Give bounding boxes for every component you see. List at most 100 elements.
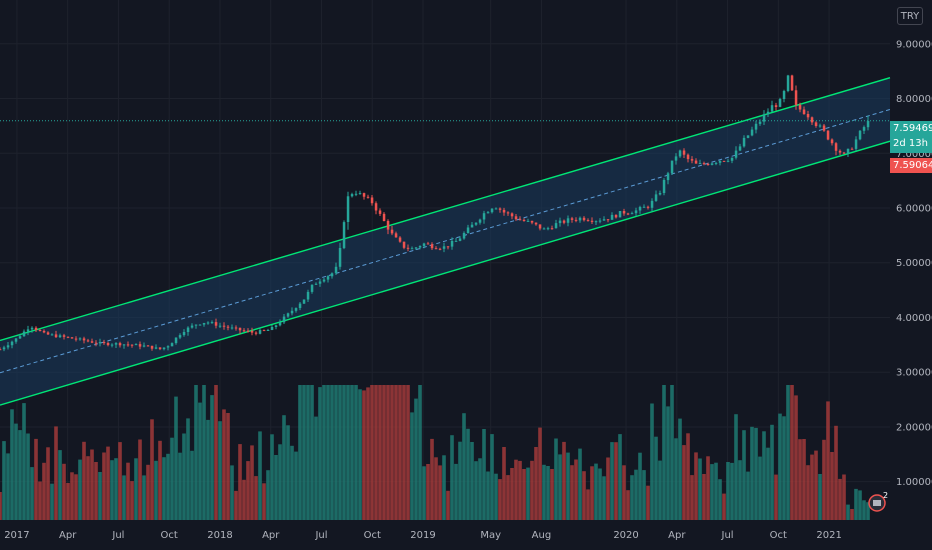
volume-bar bbox=[110, 460, 114, 520]
candle-body bbox=[418, 246, 422, 248]
y-axis-tick-label: 1.00000 bbox=[896, 477, 932, 488]
candle-body bbox=[22, 331, 26, 337]
candle-body bbox=[614, 214, 618, 218]
volume-bar bbox=[554, 438, 558, 520]
volume-bar bbox=[734, 414, 738, 520]
volume-bar bbox=[442, 455, 446, 520]
y-axis-tick-label: 8.00000 bbox=[896, 94, 932, 105]
channel-median-line[interactable] bbox=[0, 108, 891, 374]
volume-bar bbox=[646, 485, 650, 520]
volume-bar bbox=[350, 385, 354, 520]
candle-body bbox=[18, 336, 22, 339]
candle-body bbox=[586, 220, 590, 222]
volume-bar bbox=[122, 475, 126, 520]
y-axis-tick-label: 4.00000 bbox=[896, 313, 932, 324]
volume-bar bbox=[242, 479, 246, 520]
y-axis-tick-label: 6.00000 bbox=[896, 204, 932, 215]
candle-body bbox=[498, 208, 502, 210]
candle-body bbox=[574, 219, 578, 221]
volume-bar bbox=[606, 457, 610, 520]
volume-bar bbox=[266, 470, 270, 520]
volume-bar bbox=[698, 458, 702, 520]
volume-bar bbox=[610, 442, 614, 520]
candle-body bbox=[126, 344, 130, 346]
candle-body bbox=[354, 193, 358, 195]
volume-bar bbox=[66, 483, 70, 520]
candle-body bbox=[590, 220, 594, 222]
candle-body bbox=[90, 341, 94, 343]
volume-bar bbox=[558, 454, 562, 520]
candle-body bbox=[650, 200, 654, 208]
candle-body bbox=[286, 313, 290, 317]
volume-bar bbox=[198, 402, 202, 520]
candle-body bbox=[534, 222, 538, 225]
volume-bar bbox=[582, 471, 586, 520]
volume-bar bbox=[746, 471, 750, 520]
volume-bar bbox=[322, 385, 326, 520]
volume-bar bbox=[398, 385, 402, 520]
volume-bar bbox=[726, 462, 730, 520]
volume-bar bbox=[346, 385, 350, 520]
candle-body bbox=[474, 222, 478, 225]
volume-bar bbox=[382, 385, 386, 520]
candle-body bbox=[6, 345, 10, 348]
candle-body bbox=[778, 99, 782, 107]
candle-body bbox=[398, 237, 402, 242]
volume-bar bbox=[630, 475, 634, 520]
candle-body bbox=[426, 243, 430, 245]
candle-body bbox=[538, 224, 542, 229]
candle-body bbox=[214, 322, 218, 326]
candle-body bbox=[246, 330, 250, 332]
volume-bar bbox=[618, 434, 622, 520]
candle-body bbox=[486, 212, 490, 214]
volume-bar bbox=[326, 385, 330, 520]
volume-bar bbox=[70, 472, 74, 520]
volume-bar bbox=[286, 425, 290, 520]
candle-body bbox=[238, 327, 242, 331]
volume-bar bbox=[538, 427, 542, 520]
candle-body bbox=[602, 219, 606, 221]
candle-body bbox=[142, 345, 146, 347]
candle-body bbox=[618, 211, 622, 218]
candle-body bbox=[554, 223, 558, 229]
volume-bar bbox=[282, 415, 286, 520]
candle-body bbox=[366, 196, 370, 198]
candle-body bbox=[790, 75, 794, 91]
candle-body bbox=[242, 330, 246, 332]
candle-body bbox=[826, 130, 830, 140]
currency-badge[interactable]: TRY bbox=[897, 7, 923, 25]
channel-upper-line[interactable] bbox=[0, 77, 891, 342]
volume-bar bbox=[222, 409, 226, 520]
volume-bar bbox=[178, 452, 182, 520]
candle-body bbox=[390, 229, 394, 234]
candle-body bbox=[302, 299, 306, 304]
volume-bar bbox=[822, 439, 826, 520]
volume-bar bbox=[658, 460, 662, 520]
volume-bar bbox=[166, 453, 170, 520]
candle-body bbox=[446, 246, 450, 248]
event-flag-icon-inner bbox=[873, 500, 881, 506]
volume-bar bbox=[682, 445, 686, 520]
candle-body bbox=[694, 160, 698, 164]
candle-body bbox=[218, 325, 222, 327]
volume-bar bbox=[438, 465, 442, 520]
volume-bar bbox=[614, 442, 618, 520]
candle-body bbox=[110, 344, 114, 346]
volume-bar bbox=[0, 492, 2, 520]
volume-bar bbox=[638, 452, 642, 520]
channel-lower-line[interactable] bbox=[0, 140, 891, 406]
candle-body bbox=[62, 335, 66, 337]
candle-body bbox=[206, 322, 210, 324]
volume-bar bbox=[850, 509, 854, 520]
candle-body bbox=[702, 163, 706, 165]
volume-bar bbox=[170, 437, 174, 520]
volume-bar bbox=[342, 385, 346, 520]
candle-body bbox=[230, 327, 234, 329]
candle-body bbox=[314, 283, 318, 285]
volume-bar bbox=[714, 462, 718, 520]
candle-body bbox=[406, 247, 410, 249]
candle-body bbox=[434, 248, 438, 250]
x-axis-tick-label: 2018 bbox=[207, 530, 232, 541]
